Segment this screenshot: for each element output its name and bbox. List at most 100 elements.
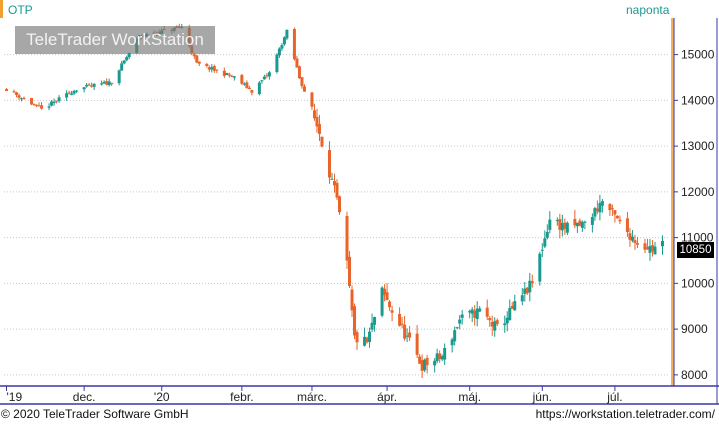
candle-body (633, 240, 637, 243)
candle-body (475, 308, 479, 320)
candle-body (247, 87, 251, 90)
candle-body (192, 54, 196, 57)
candle-body (292, 28, 296, 60)
candle-body (468, 310, 472, 313)
candle-body (330, 178, 334, 180)
candle-body (433, 360, 437, 366)
candle-body (302, 86, 306, 92)
y-tick-label: 10000 (681, 276, 715, 290)
candle-body (285, 29, 289, 39)
candle-body (490, 321, 494, 327)
frequency-label: naponta (626, 3, 670, 17)
candle-body (15, 92, 19, 95)
candle-body (262, 76, 266, 80)
candle-body (107, 81, 111, 86)
candle-body (245, 82, 249, 89)
candle-body (297, 66, 301, 79)
candle-body (197, 61, 201, 64)
ticker-symbol: OTP (8, 3, 33, 17)
candle-body (563, 222, 567, 229)
x-tick-label: máj. (458, 390, 481, 404)
candle-body (355, 332, 359, 343)
candle-body (90, 85, 94, 87)
y-axis-ticks: 8000 9000 10000 11000 12000 13000 14000 15000 (674, 48, 715, 382)
candle-body (82, 87, 86, 90)
candle-body (30, 97, 34, 105)
candle-body (423, 359, 427, 371)
candle-body (418, 356, 422, 364)
candle-body (618, 219, 622, 222)
candle-body (267, 72, 271, 77)
candle-body (578, 220, 582, 226)
candle-body (242, 83, 246, 85)
candle-body (92, 83, 96, 87)
candle-body (505, 317, 509, 324)
candle-body (528, 280, 532, 293)
candle-body (260, 80, 264, 82)
candle-body (660, 240, 664, 247)
candle-body (363, 336, 367, 346)
candle-body (650, 245, 654, 252)
candle-body (225, 72, 229, 75)
candle-body (350, 289, 354, 311)
candle-body (390, 310, 394, 313)
candle-body (425, 357, 429, 366)
candle-body (257, 82, 261, 95)
candle-body (315, 116, 319, 127)
candle-body (368, 331, 372, 342)
candle-body (240, 75, 244, 84)
candle-body (608, 204, 612, 211)
candle-body (450, 339, 454, 346)
candle-body (613, 210, 617, 215)
candle-body (22, 98, 26, 100)
candle-body (280, 45, 284, 49)
candle-body (470, 309, 474, 314)
candle-body (312, 110, 316, 119)
candle-body (598, 203, 602, 213)
candle-body (555, 220, 559, 222)
candle-body (317, 124, 321, 134)
candle-body (348, 256, 352, 286)
candle-body (643, 243, 647, 250)
candle-body (67, 92, 71, 94)
candle-body (282, 37, 286, 45)
candle-body (545, 231, 549, 238)
footer-url[interactable]: https://workstation.teletrader.com/ (535, 407, 715, 421)
y-tick-label: 11000 (681, 231, 714, 245)
candle-body (593, 208, 597, 217)
candle-body (460, 314, 464, 318)
candle-body (335, 182, 339, 198)
candle-body (635, 243, 639, 245)
candle-body (70, 93, 74, 95)
candle-body (127, 52, 131, 58)
candle-body (405, 335, 409, 337)
candle-body (50, 101, 54, 106)
left-orange-bar (0, 0, 3, 18)
x-tick-label: márc. (297, 390, 327, 404)
candle-body (455, 327, 459, 329)
candle-body (595, 208, 599, 212)
candle-body (493, 321, 497, 331)
y-tick-label: 9000 (681, 322, 708, 336)
candle-body (55, 100, 59, 102)
candle-body (403, 324, 407, 339)
candle-body (615, 215, 619, 219)
candle-body (560, 223, 564, 231)
candle-body (47, 106, 51, 108)
candle-body (17, 95, 21, 98)
candle-body (398, 313, 402, 326)
candle-body (385, 292, 389, 301)
candle-body (215, 69, 219, 71)
candle-body (320, 136, 324, 147)
candle-body (295, 58, 299, 68)
candle-body (565, 222, 569, 233)
candle-body (210, 67, 214, 70)
candle-body (630, 236, 634, 241)
y-tick-label: 14000 (681, 93, 715, 107)
y-tick-label: 8000 (681, 368, 708, 382)
candle-body (72, 90, 76, 94)
candle-body (207, 67, 211, 70)
candle-body (600, 201, 604, 206)
x-tick-label: '19 (7, 390, 23, 404)
